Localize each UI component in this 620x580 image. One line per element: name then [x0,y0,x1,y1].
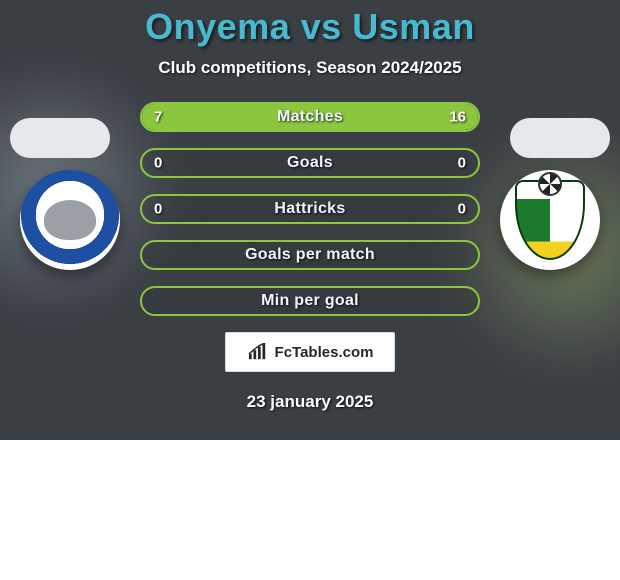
stat-value-left: 7 [154,109,162,126]
stat-value-left: 0 [154,201,162,218]
card-content: Onyema vs Usman Club competitions, Seaso… [0,0,620,412]
stat-row-goals: 0 Goals 0 [140,148,480,178]
stat-value-right: 0 [458,201,466,218]
stat-value-left: 0 [154,155,162,172]
comparison-title: Onyema vs Usman [0,6,620,48]
stat-value-right: 0 [458,155,466,172]
comparison-card: Onyema vs Usman Club competitions, Seaso… [0,0,620,440]
stat-label: Matches [277,108,343,126]
stat-row-matches: 7 Matches 16 [140,102,480,132]
comparison-date: 23 january 2025 [0,392,620,412]
stat-label: Hattricks [274,200,345,218]
stat-label: Goals [287,154,333,172]
comparison-subtitle: Club competitions, Season 2024/2025 [0,58,620,78]
bar-chart-icon [247,343,269,361]
brand-text: FcTables.com [275,344,374,361]
stat-row-min-per-goal: Min per goal [140,286,480,316]
stat-rows: 7 Matches 16 0 Goals 0 0 Hattricks 0 [0,102,620,316]
stat-label: Min per goal [261,292,359,310]
stat-row-hattricks: 0 Hattricks 0 [140,194,480,224]
stat-label: Goals per match [245,246,375,264]
stat-row-goals-per-match: Goals per match [140,240,480,270]
stat-value-right: 16 [449,109,466,126]
brand-box[interactable]: FcTables.com [225,332,395,372]
